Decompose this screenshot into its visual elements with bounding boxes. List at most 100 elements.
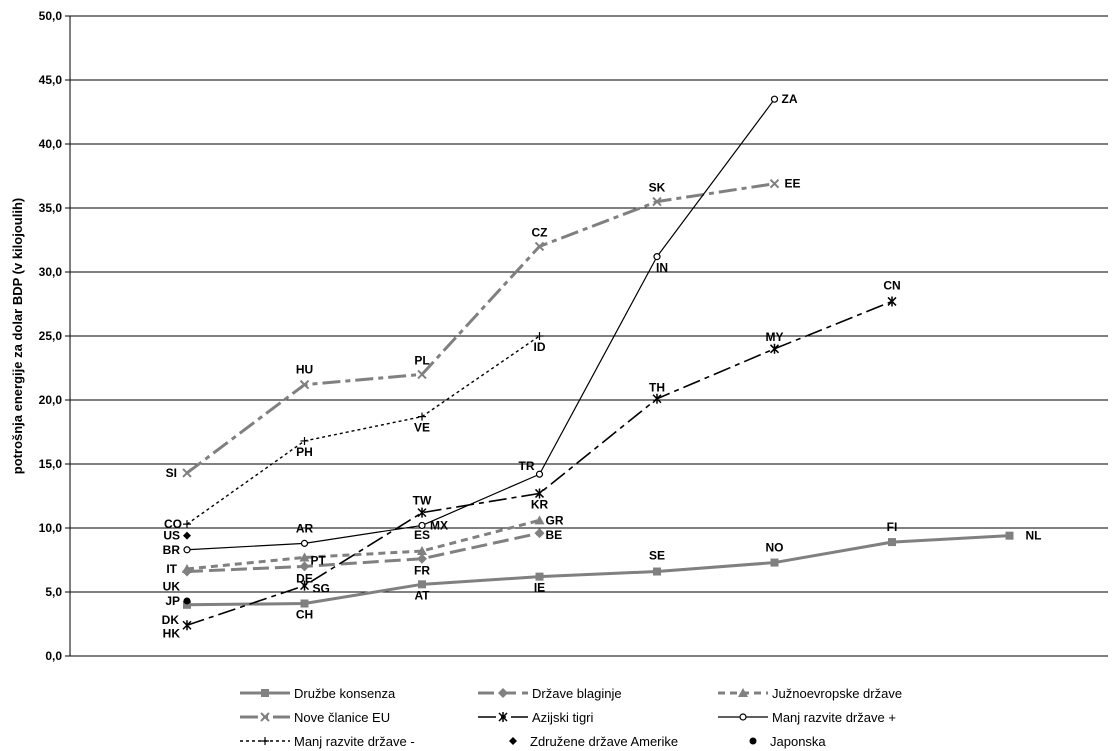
legend-item-1: Države blaginje xyxy=(478,686,622,701)
point-label-pl: PL xyxy=(414,353,429,367)
legend-swatch-marker xyxy=(260,712,270,722)
marker-ie xyxy=(535,572,544,581)
point-label-de: DE xyxy=(296,571,313,585)
point-label-uk: UK xyxy=(163,580,181,594)
legend-label: Nove članice EU xyxy=(294,710,390,725)
y-tick-label: 15,0 xyxy=(39,457,63,471)
point-label-ee: EE xyxy=(785,177,801,191)
legend-label: Združene države Amerike xyxy=(530,734,678,749)
legend-item-0: Družbe konsenza xyxy=(240,686,396,701)
point-label-es: ES xyxy=(414,528,430,542)
point-label-be: BE xyxy=(546,528,563,542)
point-label-hu: HU xyxy=(296,363,313,377)
series-markers xyxy=(182,95,1014,631)
y-tick-label: 40,0 xyxy=(39,137,63,151)
legend-label: Družbe konsenza xyxy=(294,686,396,701)
legend: Družbe konsenza Države blaginje Južnoevrop… xyxy=(240,686,902,749)
marker-cz xyxy=(534,241,545,252)
point-label-sk: SK xyxy=(649,181,666,195)
point-label-fi: FI xyxy=(887,520,898,534)
legend-label: Države blaginje xyxy=(532,686,622,701)
point-label-dk: DK xyxy=(162,613,180,627)
marker-br xyxy=(183,546,191,554)
legend-item-8: Japonska xyxy=(749,734,826,749)
legend-item-5: Manj razvite države + xyxy=(718,710,896,725)
series-lines xyxy=(186,98,1010,627)
point-label-in: IN xyxy=(656,261,668,275)
marker-id xyxy=(535,332,544,340)
point-label-pt: PT xyxy=(311,553,327,567)
point-label-ch: CH xyxy=(296,608,313,622)
legend-item-2: Južnoevropske države xyxy=(718,686,902,701)
point-label-si: SI xyxy=(166,466,177,480)
point-labels: DK CH AT IE SE NO FI NL UK DE FR BE IT PT ES GR SI HU PL CZ… xyxy=(162,92,1042,640)
marker-hu xyxy=(299,379,310,390)
marker-cn xyxy=(887,296,897,307)
point-label-nl: NL xyxy=(1026,529,1042,543)
point-label-za: ZA xyxy=(782,92,798,106)
legend-swatch-marker xyxy=(738,688,748,697)
marker-dk xyxy=(183,600,191,609)
point-label-id: ID xyxy=(534,340,546,354)
y-tick-label: 5,0 xyxy=(45,585,62,599)
marker-ch xyxy=(300,599,309,608)
point-label-no: NO xyxy=(766,541,784,555)
point-label-co: CO xyxy=(164,517,182,531)
legend-label: Japonska xyxy=(770,734,826,749)
marker-in xyxy=(653,253,661,261)
marker-ar xyxy=(300,539,309,547)
point-label-tw: TW xyxy=(413,494,432,508)
y-tick-label: 45,0 xyxy=(39,73,63,87)
y-tick-label: 10,0 xyxy=(39,521,63,535)
legend-item-7: Združene države Amerike xyxy=(509,734,678,749)
point-label-ve: VE xyxy=(414,421,430,435)
marker-pl xyxy=(417,369,427,380)
marker-si xyxy=(182,468,192,478)
series-line-1 xyxy=(186,531,540,574)
legend-swatch-marker xyxy=(261,737,269,745)
marker-sk xyxy=(652,196,662,207)
point-label-tr: TR xyxy=(519,459,535,473)
series-line-0 xyxy=(186,534,1010,607)
point-label-br: BR xyxy=(163,543,181,557)
legend-swatch-marker xyxy=(261,689,269,697)
y-tick-label: 0,0 xyxy=(45,649,62,663)
grid-lines xyxy=(70,15,1108,657)
point-label-sg: SG xyxy=(313,582,330,596)
legend-swatch-marker xyxy=(498,712,508,722)
marker-hk xyxy=(182,620,192,631)
marker-za xyxy=(770,95,779,103)
marker-us xyxy=(183,531,191,540)
point-label-cz: CZ xyxy=(532,225,548,239)
marker-co xyxy=(183,520,191,529)
marker-fi xyxy=(888,538,896,547)
legend-swatch-marker xyxy=(498,688,508,698)
marker-ve xyxy=(418,412,426,421)
legend-label: Južnoevropske države xyxy=(772,686,902,701)
marker-tw xyxy=(417,507,427,518)
point-label-mx: MX xyxy=(430,518,448,532)
marker-gr xyxy=(534,515,545,525)
point-label-ie: IE xyxy=(534,581,545,595)
legend-item-6: Manj razvite države - xyxy=(240,734,415,749)
marker-jp xyxy=(183,597,191,605)
legend-item-3: Nove članice EU xyxy=(240,710,390,725)
marker-pt xyxy=(299,552,310,562)
point-label-kr: KR xyxy=(531,497,549,511)
y-tick-label: 25,0 xyxy=(39,329,63,343)
marker-it xyxy=(182,563,192,573)
marker-es xyxy=(417,546,427,556)
marker-no xyxy=(770,558,779,567)
series-line-5 xyxy=(186,98,775,551)
legend-swatch-marker xyxy=(739,713,747,721)
legend-label: Manj razvite države - xyxy=(294,734,415,749)
marker-fr xyxy=(417,553,427,564)
marker-be xyxy=(534,528,545,539)
point-label-fr: FR xyxy=(414,564,430,578)
series-line-3 xyxy=(186,182,775,475)
point-label-hk: HK xyxy=(163,626,181,640)
marker-th xyxy=(652,393,662,404)
point-label-us: US xyxy=(163,529,180,543)
marker-ph xyxy=(300,436,309,445)
